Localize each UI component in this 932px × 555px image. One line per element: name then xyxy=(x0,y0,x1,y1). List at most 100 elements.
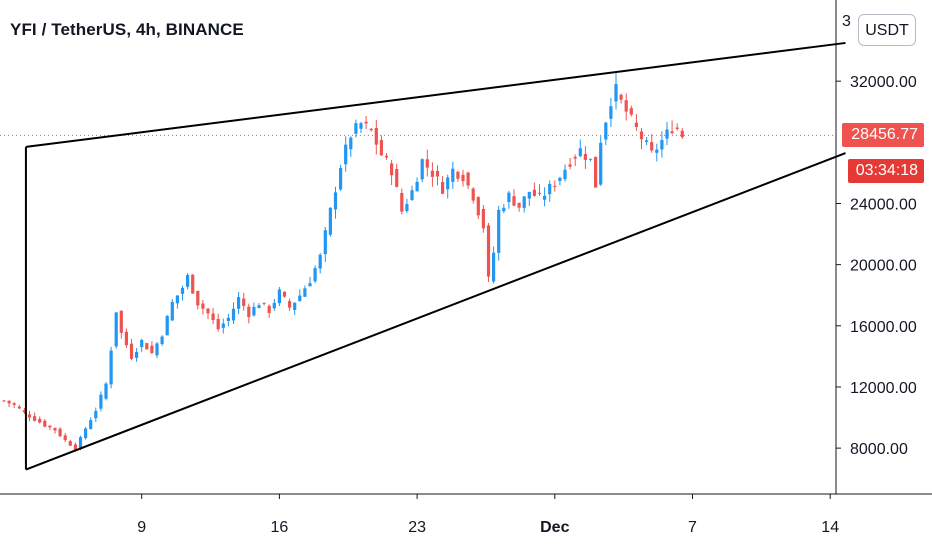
candle-body xyxy=(2,400,6,402)
candle-body xyxy=(461,174,465,182)
candle-body xyxy=(609,106,613,119)
candle-body xyxy=(441,182,445,194)
candle-body xyxy=(578,148,582,157)
candle-body xyxy=(446,177,450,190)
price-tick-label: 32000.00 xyxy=(850,74,917,91)
candle-body xyxy=(553,185,557,187)
candle-body xyxy=(262,302,266,304)
candle-body xyxy=(481,208,485,229)
candle-body xyxy=(583,154,587,160)
candle-body xyxy=(497,209,501,253)
candle-body xyxy=(145,343,149,350)
candle-body xyxy=(639,131,644,140)
time-tick-label: 7 xyxy=(688,519,697,536)
candle-body xyxy=(573,156,577,159)
time-tick-label: 16 xyxy=(271,519,289,536)
candle-body xyxy=(298,295,302,302)
candle-body xyxy=(476,197,480,216)
candle-body xyxy=(588,158,593,160)
candle-body xyxy=(104,383,108,399)
candle-body xyxy=(354,123,358,134)
candle-body xyxy=(89,420,93,430)
candle-body xyxy=(619,94,623,100)
candle-body xyxy=(38,418,42,423)
candle-body xyxy=(359,123,363,129)
candle-body xyxy=(629,108,633,115)
countdown-badge: 03:34:18 xyxy=(848,159,924,183)
candle-body xyxy=(604,122,608,140)
candle-body xyxy=(415,181,419,192)
candle-body xyxy=(517,202,521,208)
candle-body xyxy=(532,189,536,196)
candle-body xyxy=(435,170,440,177)
candle-body xyxy=(129,343,134,359)
candle-body xyxy=(27,414,32,418)
candle-body xyxy=(670,131,674,134)
candle-body xyxy=(395,168,399,187)
candle-body xyxy=(247,306,251,318)
candle-body xyxy=(180,287,185,294)
candle-body xyxy=(323,230,327,254)
candle-body xyxy=(339,167,343,190)
candle-body xyxy=(231,308,236,321)
candle-body xyxy=(451,168,455,182)
candle-body xyxy=(634,122,638,128)
candle-body xyxy=(308,283,312,287)
candle-body xyxy=(594,156,598,188)
candle-body xyxy=(349,137,353,150)
time-tick-label: 9 xyxy=(137,519,146,536)
candle-body xyxy=(99,394,103,409)
price-tick-label: 20000.00 xyxy=(850,258,917,275)
candle-body xyxy=(384,155,389,158)
candle-body xyxy=(466,172,470,186)
candle-body xyxy=(430,170,434,177)
candle-body xyxy=(73,444,77,450)
candle-body xyxy=(124,331,128,346)
candle-body xyxy=(165,315,169,336)
candle-body xyxy=(48,425,52,428)
candle-body xyxy=(84,428,88,438)
price-tick-label: 16000.00 xyxy=(850,319,917,336)
price-tick-label: 8000.00 xyxy=(850,441,908,458)
last-price-badge: 28456.77 xyxy=(842,123,924,147)
candle-body xyxy=(471,188,475,201)
candle-body xyxy=(522,196,526,208)
candle-body xyxy=(17,406,21,409)
candle-body xyxy=(410,190,414,200)
candle-body xyxy=(201,303,205,309)
candle-body xyxy=(665,129,669,139)
candle-body xyxy=(242,298,246,306)
candle-body xyxy=(43,420,47,427)
candle-body xyxy=(33,416,37,421)
candle-body xyxy=(420,159,424,180)
trend-lines-layer xyxy=(24,41,846,471)
candle-body xyxy=(675,127,679,129)
candle-body xyxy=(140,339,144,348)
candle-body xyxy=(221,323,225,328)
time-tick-label: 23 xyxy=(408,519,426,536)
candle-body xyxy=(7,400,11,404)
candle-body xyxy=(272,302,276,309)
candle-body xyxy=(344,144,348,165)
candle-body xyxy=(94,411,98,419)
candle-body xyxy=(288,301,292,308)
candle-body xyxy=(492,252,496,282)
candle-body xyxy=(313,268,317,282)
currency-unit-button[interactable]: USDT xyxy=(858,14,916,46)
candle-body xyxy=(364,121,368,124)
candle-body xyxy=(568,164,572,167)
candle-body xyxy=(150,345,154,354)
time-tick-label: Dec xyxy=(540,519,569,536)
candle-body xyxy=(502,207,506,212)
candle-body xyxy=(680,130,684,138)
candle-body xyxy=(328,207,332,235)
candle-body xyxy=(563,169,567,180)
candle-body xyxy=(12,403,16,405)
candle-body xyxy=(160,336,164,345)
candle-body xyxy=(614,83,618,102)
candle-body xyxy=(68,441,72,446)
candle-body xyxy=(237,297,241,309)
candle-body xyxy=(206,308,210,314)
